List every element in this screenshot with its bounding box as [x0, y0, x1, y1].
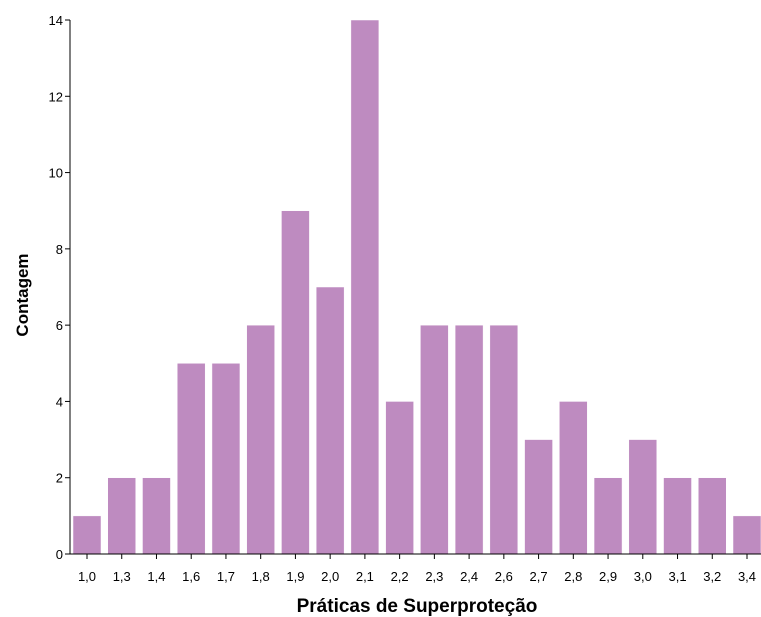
bar-2-3 — [420, 324, 449, 555]
bar-2-2 — [385, 401, 414, 555]
x-tick-label: 2,1 — [356, 569, 374, 584]
x-tick-label: 3,2 — [703, 569, 721, 584]
x-tick-label: 2,4 — [460, 569, 478, 584]
bar-3-0 — [628, 439, 658, 555]
y-tick-label: 10 — [49, 166, 63, 181]
bar-3-2 — [698, 477, 727, 555]
bar-1-8 — [246, 324, 275, 555]
bar-2-4 — [454, 324, 484, 555]
y-tick-label: 2 — [56, 471, 63, 486]
bar-1-3 — [107, 477, 136, 555]
bar-1-0 — [72, 515, 102, 555]
y-tick-label: 12 — [49, 89, 63, 104]
bar-1-6 — [176, 363, 206, 555]
y-tick-label: 14 — [49, 13, 63, 28]
bar-2-1 — [350, 19, 380, 555]
x-tick-label: 1,6 — [182, 569, 200, 584]
x-tick-label: 2,2 — [391, 569, 409, 584]
bar-2-0 — [315, 286, 345, 555]
x-ticks-layer: 1,0 1,3 1,4 1,6 1,7 1,8 1,9 2,0 2,1 2,2 2,3 2,4 2,6 2… — [78, 554, 756, 584]
bar-2-6 — [489, 324, 519, 555]
y-tick-label: 6 — [56, 318, 63, 333]
x-tick-label: 3,0 — [634, 569, 652, 584]
bar-3-1 — [663, 477, 692, 555]
x-tick-label: 1,7 — [217, 569, 235, 584]
x-tick-label: 2,6 — [495, 569, 513, 584]
bar-1-7 — [211, 363, 241, 555]
bar-1-9 — [281, 210, 310, 555]
x-tick-label: 1,8 — [252, 569, 270, 584]
x-tick-label: 2,3 — [425, 569, 443, 584]
bar-2-9 — [593, 477, 623, 555]
x-tick-label: 1,3 — [113, 569, 131, 584]
x-tick-label: 3,4 — [738, 569, 756, 584]
bar-2-8 — [559, 401, 588, 555]
bar-3-4 — [732, 515, 761, 555]
y-tick-label: 8 — [56, 242, 63, 257]
bars-layer — [72, 19, 761, 555]
y-tick-label: 0 — [56, 547, 63, 562]
x-tick-label: 2,7 — [530, 569, 548, 584]
x-tick-label: 1,9 — [286, 569, 304, 584]
x-tick-label: 1,4 — [147, 569, 165, 584]
y-axis-title: Contagem — [13, 253, 32, 336]
bar-1-4 — [142, 477, 171, 555]
x-tick-label: 2,9 — [599, 569, 617, 584]
x-axis-title: Práticas de Superproteção — [297, 596, 538, 617]
x-tick-label: 3,1 — [668, 569, 686, 584]
y-ticks-layer: 0 2 4 6 8 10 12 14 — [49, 13, 70, 562]
y-tick-label: 4 — [56, 394, 63, 409]
x-tick-label: 2,0 — [321, 569, 339, 584]
x-tick-label: 2,8 — [564, 569, 582, 584]
x-tick-label: 1,0 — [78, 569, 96, 584]
bar-2-7 — [524, 439, 553, 555]
